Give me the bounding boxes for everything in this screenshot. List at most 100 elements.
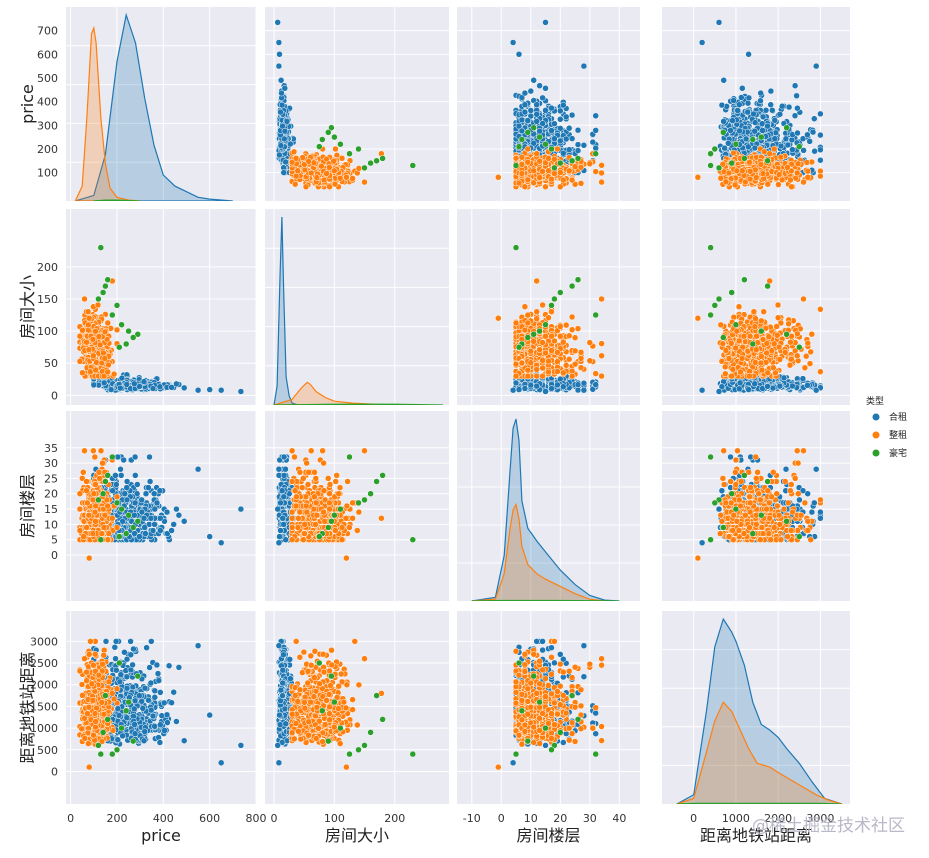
point-整租 (764, 180, 772, 188)
point-合租 (548, 127, 555, 134)
point-整租 (717, 175, 725, 182)
point-豪宅 (95, 295, 102, 303)
point-合租 (789, 146, 796, 153)
point-合租 (557, 107, 564, 115)
point-整租 (524, 145, 532, 153)
point-豪宅 (116, 343, 123, 351)
point-整租 (542, 159, 549, 167)
point-整租 (349, 175, 356, 182)
point-整租 (89, 336, 97, 343)
point-整租 (79, 369, 86, 377)
point-整租 (777, 153, 785, 161)
point-整租 (778, 176, 786, 184)
point-豪宅 (367, 159, 374, 167)
point-合租 (745, 51, 752, 58)
point-整租 (742, 178, 749, 186)
point-合租 (771, 135, 779, 142)
point-合租 (592, 127, 599, 134)
point-整租 (307, 169, 315, 177)
point-合租 (751, 127, 758, 135)
point-合租 (793, 92, 800, 100)
point-整租 (586, 160, 594, 168)
point-整租 (759, 170, 767, 177)
point-合租 (751, 119, 759, 126)
point-整租 (343, 174, 350, 181)
point-整租 (98, 359, 106, 367)
point-整租 (104, 319, 112, 327)
point-整租 (76, 358, 84, 365)
point-合租 (568, 111, 576, 119)
point-合租 (180, 384, 188, 392)
point-合租 (136, 383, 143, 390)
point-合租 (592, 112, 599, 120)
point-合租 (729, 117, 736, 124)
point-合租 (521, 101, 529, 108)
point-合租 (533, 118, 540, 125)
point-合租 (123, 381, 131, 388)
point-整租 (739, 167, 746, 174)
point-整租 (92, 366, 99, 374)
point-整租 (292, 172, 300, 180)
point-合租 (739, 85, 746, 92)
point-合租 (744, 99, 752, 107)
point-整租 (761, 148, 768, 156)
point-合租 (817, 146, 824, 154)
point-整租 (515, 179, 523, 187)
point-合租 (283, 118, 291, 125)
point-合租 (281, 127, 289, 135)
point-整租 (323, 170, 330, 177)
point-整租 (788, 183, 795, 191)
point-合租 (551, 135, 558, 142)
point-合租 (551, 120, 558, 127)
scatter-panel-房间大小-vs-price (76, 244, 245, 395)
point-整租 (294, 167, 302, 174)
point-整租 (331, 167, 338, 175)
point-合租 (721, 144, 728, 152)
point-合租 (759, 127, 766, 134)
point-豪宅 (346, 150, 353, 157)
point-合租 (539, 120, 546, 127)
point-豪宅 (512, 162, 520, 169)
point-合租 (527, 87, 535, 95)
point-合租 (771, 117, 779, 124)
point-整租 (598, 162, 605, 169)
point-合租 (758, 120, 766, 127)
point-合租 (727, 127, 734, 134)
point-豪宅 (337, 140, 344, 148)
point-豪宅 (707, 150, 714, 157)
point-整租 (320, 176, 328, 184)
point-合租 (806, 138, 813, 145)
point-整租 (545, 167, 552, 174)
point-豪宅 (113, 302, 121, 309)
point-合租 (751, 144, 759, 152)
point-整租 (100, 349, 107, 357)
point-整租 (332, 145, 339, 153)
point-豪宅 (758, 133, 765, 141)
point-整租 (84, 308, 92, 315)
point-整租 (521, 183, 529, 191)
point-合租 (782, 135, 790, 143)
point-合租 (794, 129, 801, 137)
point-整租 (746, 175, 754, 183)
point-合租 (542, 85, 549, 92)
point-豪宅 (104, 276, 111, 283)
point-整租 (326, 164, 333, 171)
panel-bg-2-2 (457, 411, 640, 601)
point-合租 (156, 383, 164, 390)
point-合租 (530, 77, 537, 84)
point-整租 (101, 355, 109, 362)
point-整租 (94, 301, 102, 309)
point-合租 (281, 135, 288, 143)
point-合租 (533, 101, 540, 108)
point-合租 (278, 101, 286, 109)
point-合租 (738, 94, 745, 101)
point-合租 (275, 39, 283, 46)
point-整租 (305, 158, 312, 165)
point-整租 (518, 154, 526, 161)
point-整租 (288, 158, 296, 166)
point-整租 (518, 161, 526, 168)
scatter-panel-price-vs-房间楼层 (495, 19, 605, 191)
point-豪宅 (524, 129, 532, 136)
point-整租 (90, 352, 97, 360)
point-合租 (778, 102, 786, 110)
